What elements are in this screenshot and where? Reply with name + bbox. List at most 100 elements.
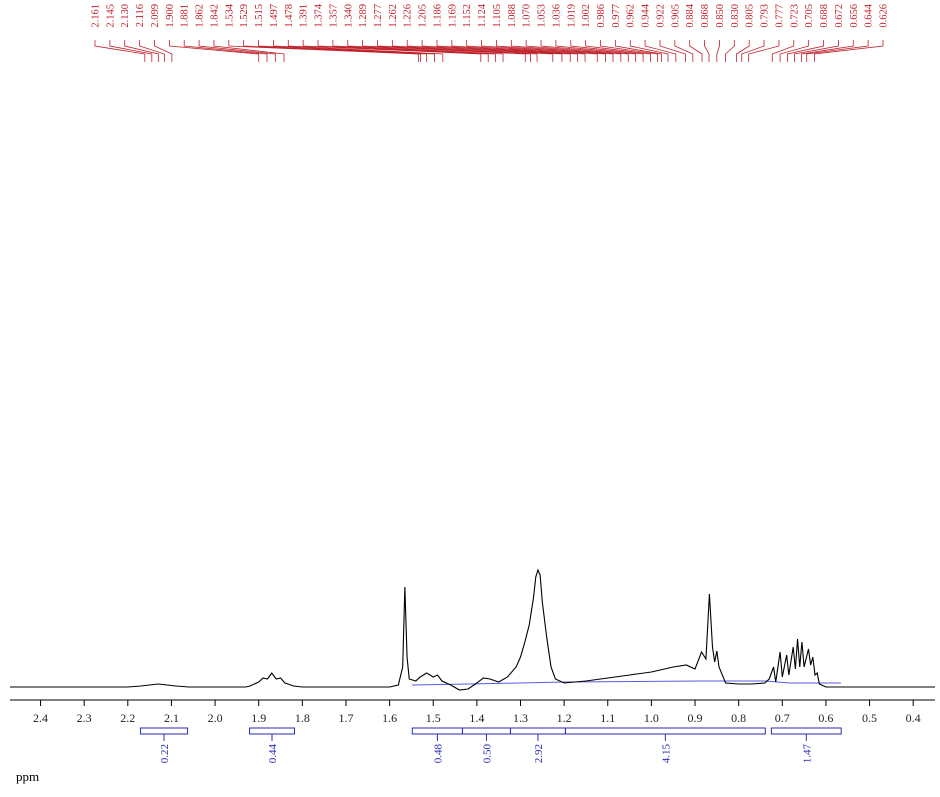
x-tick-label: 0.8 — [731, 711, 746, 725]
peak-marker — [787, 40, 824, 62]
peak-marker — [748, 40, 780, 62]
x-tick-label: 2.3 — [77, 711, 92, 725]
peak-marker — [243, 40, 421, 62]
peak-label: 2.145 — [105, 4, 116, 28]
peak-label: 1.478 — [284, 4, 295, 28]
spectrum-line — [10, 568, 935, 691]
x-tick-label: 1.1 — [600, 711, 615, 725]
peak-marker — [741, 40, 765, 62]
peak-marker — [510, 40, 614, 62]
peak-label: 1.842 — [209, 4, 220, 28]
peak-label: 1.862 — [195, 4, 206, 28]
peak-label: 0.905 — [670, 4, 681, 28]
peak-label: 1.391 — [299, 4, 310, 28]
peak-marker — [801, 40, 854, 62]
peak-label: 0.656 — [849, 4, 860, 28]
peak-marker — [614, 40, 662, 62]
peak-label: 0.644 — [864, 3, 875, 27]
peak-label: 0.884 — [685, 3, 696, 27]
x-tick-label: 0.4 — [906, 711, 921, 725]
peak-marker — [779, 40, 810, 62]
x-axis-label: ppm — [16, 769, 39, 784]
x-tick-label: 1.2 — [557, 711, 572, 725]
x-tick-label: 1.4 — [469, 711, 484, 725]
peak-label: 2.116 — [135, 4, 146, 27]
peak-label: 1.289 — [358, 4, 369, 28]
peak-marker — [704, 40, 710, 62]
peak-label: 1.088 — [507, 4, 518, 28]
peak-marker — [213, 40, 285, 62]
peak-label: 0.962 — [626, 4, 637, 28]
peak-label: 1.529 — [239, 4, 250, 28]
peak-label: 2.099 — [150, 4, 161, 28]
peak-label: 0.850 — [715, 4, 726, 28]
x-tick-label: 1.5 — [426, 711, 441, 725]
peak-label: 1.053 — [537, 4, 548, 28]
x-tick-label: 1.6 — [382, 711, 397, 725]
peak-marker — [421, 40, 563, 62]
peak-label: 0.805 — [745, 4, 756, 28]
peak-label: 0.868 — [700, 4, 711, 28]
peak-label: 0.977 — [611, 4, 622, 28]
peak-marker — [736, 40, 750, 62]
peak-label: 0.777 — [774, 4, 785, 28]
peak-label: 1.002 — [581, 4, 592, 28]
integral-label: 0.22 — [159, 744, 171, 763]
peak-label: 0.944 — [641, 3, 652, 27]
peak-marker — [94, 40, 146, 62]
peak-marker — [362, 40, 526, 62]
integral-label: 4.15 — [660, 744, 672, 764]
peak-label: 0.672 — [834, 4, 845, 28]
peak-label: 1.534 — [224, 3, 235, 27]
peak-marker — [466, 40, 586, 62]
peak-label: 0.830 — [730, 4, 741, 28]
peak-marker — [258, 40, 428, 62]
peak-marker — [347, 40, 504, 62]
peak-marker — [377, 40, 531, 62]
peak-label: 1.262 — [388, 4, 399, 28]
peak-label: 1.357 — [328, 4, 339, 28]
x-tick-label: 1.3 — [513, 711, 528, 725]
peak-label: 0.705 — [804, 4, 815, 28]
peak-label: 1.105 — [492, 4, 503, 28]
peak-marker — [273, 40, 435, 62]
peak-marker — [659, 40, 686, 62]
x-tick-label: 0.9 — [688, 711, 703, 725]
peak-marker — [716, 40, 720, 62]
peak-marker — [674, 40, 694, 62]
x-tick-label: 2.2 — [120, 711, 135, 725]
peak-marker — [540, 40, 629, 62]
integral-label: 0.50 — [481, 744, 493, 764]
x-tick-label: 2.1 — [164, 711, 179, 725]
peak-label: 1.340 — [343, 4, 354, 28]
peak-label: 1.900 — [165, 4, 176, 28]
peak-marker — [124, 40, 159, 62]
peak-label: 2.161 — [91, 4, 102, 28]
x-tick-label: 1.0 — [644, 711, 659, 725]
peak-label: 1.070 — [522, 4, 533, 28]
peak-label: 1.186 — [432, 4, 443, 28]
peak-marker — [525, 40, 622, 62]
x-tick-label: 1.7 — [338, 711, 353, 725]
peak-marker — [287, 40, 444, 62]
peak-label: 2.130 — [120, 4, 131, 28]
peak-marker — [570, 40, 644, 62]
integral-range — [770, 727, 842, 735]
x-tick-label: 1.8 — [295, 711, 310, 725]
peak-label: 1.205 — [418, 4, 429, 28]
peak-marker — [391, 40, 538, 62]
peak-label: 1.019 — [566, 4, 577, 28]
peak-marker — [139, 40, 165, 62]
peak-label: 0.986 — [596, 4, 607, 28]
integral-label: 1.47 — [801, 744, 813, 764]
x-tick-label: 0.6 — [818, 711, 833, 725]
peak-marker — [600, 40, 658, 62]
peak-label: 1.169 — [447, 4, 458, 28]
peak-marker — [725, 40, 735, 62]
peak-marker — [794, 40, 839, 62]
peak-marker — [629, 40, 669, 62]
peak-marker — [771, 40, 795, 62]
integral-range — [411, 727, 463, 735]
peak-label: 1.277 — [373, 4, 384, 28]
